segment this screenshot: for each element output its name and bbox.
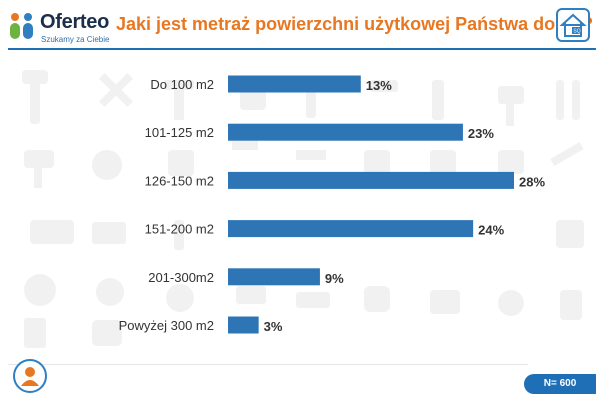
- header-divider: [8, 48, 596, 50]
- bar: [228, 268, 320, 286]
- house-badge-text: SQ: [573, 29, 580, 35]
- footer-divider: [8, 364, 528, 365]
- brand-name: Oferteo: [40, 11, 110, 33]
- value-label: 23%: [468, 126, 494, 141]
- bar: [228, 220, 474, 238]
- category-label: 101-125 m2: [145, 125, 214, 140]
- bar: [228, 171, 514, 189]
- sample-size-badge: N= 600: [524, 374, 596, 394]
- brand-tagline: Szukamy za Ciebie: [41, 35, 110, 44]
- bar: [228, 75, 361, 93]
- value-label: 28%: [519, 174, 545, 189]
- house-icon: SQ: [556, 8, 590, 42]
- value-label: 13%: [366, 78, 392, 93]
- category-label: 151-200 m2: [145, 222, 214, 237]
- category-label: 201-300m2: [148, 270, 214, 285]
- category-label: Do 100 m2: [150, 77, 214, 92]
- category-label: Powyżej 300 m2: [119, 318, 214, 333]
- oferteo-logo-icon: [10, 13, 33, 39]
- chart-title: Jaki jest metraż powierzchni użytkowej P…: [116, 14, 594, 34]
- bar: [228, 123, 463, 141]
- person-icon: [13, 359, 47, 393]
- value-label: 9%: [325, 271, 344, 286]
- bar: [228, 316, 259, 334]
- category-label: 126-150 m2: [145, 173, 214, 188]
- value-label: 24%: [478, 223, 504, 238]
- value-label: 3%: [264, 319, 283, 334]
